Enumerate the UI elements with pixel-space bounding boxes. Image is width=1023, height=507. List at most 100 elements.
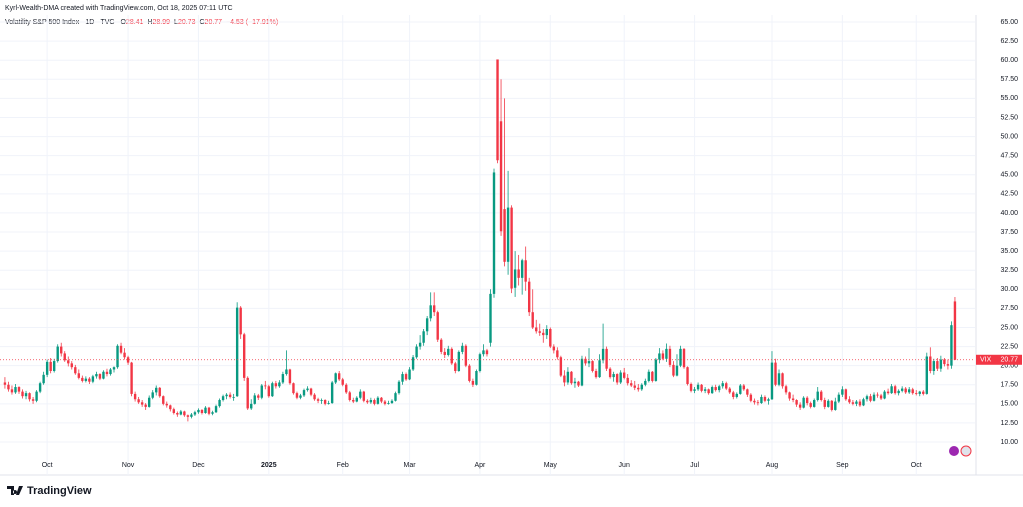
candle-body — [489, 293, 492, 343]
candle-body — [686, 367, 689, 384]
candle-body — [798, 404, 802, 408]
candle-body — [612, 374, 615, 378]
y-tick-label: 37.50 — [1000, 229, 1018, 236]
candle-body — [292, 383, 295, 394]
x-tick-label: Apr — [474, 462, 486, 469]
candle-body — [457, 351, 461, 372]
candle-body — [647, 371, 651, 381]
candle-body — [172, 409, 176, 414]
candle-body — [703, 389, 707, 391]
candle-body — [552, 346, 556, 351]
candle-body — [274, 383, 278, 387]
candle-body — [644, 380, 647, 385]
candle-body — [299, 395, 302, 398]
candle-body — [908, 389, 911, 393]
candle-body — [925, 356, 928, 394]
candle-body — [267, 386, 271, 397]
candle-body — [387, 403, 390, 404]
candle-body — [278, 382, 281, 387]
candle-body — [848, 399, 851, 403]
candle-body — [461, 345, 464, 352]
candle-body — [499, 121, 503, 232]
candle-body — [591, 361, 594, 372]
x-tick-label: Nov — [122, 462, 135, 469]
candle-body — [126, 357, 130, 363]
candle-body — [749, 394, 753, 401]
candle-body — [362, 391, 366, 401]
candle-body — [327, 403, 330, 404]
candle-body — [130, 362, 133, 394]
candle-body — [795, 400, 798, 405]
candle-body — [732, 392, 735, 397]
candle-body — [746, 389, 749, 395]
candle-body — [183, 411, 186, 416]
candles — [3, 59, 957, 422]
candle-body — [630, 383, 633, 386]
candle-body — [809, 403, 812, 407]
candle-body — [383, 401, 387, 404]
candle-body — [615, 374, 619, 383]
candle-body — [81, 377, 84, 381]
candle-body — [834, 401, 837, 410]
candle-body — [513, 269, 517, 288]
candle-body — [897, 390, 900, 394]
candle-body — [52, 361, 56, 372]
y-tick-label: 10.00 — [1000, 439, 1018, 446]
y-tick-label: 62.50 — [1000, 38, 1018, 45]
candle-body — [946, 364, 950, 366]
candle-body — [77, 373, 81, 378]
price-tag-symbol: VIX — [980, 357, 992, 364]
candle-body — [936, 361, 939, 369]
candle-body — [186, 415, 190, 417]
candle-body — [320, 400, 323, 401]
grid — [0, 15, 975, 475]
candle-body — [837, 394, 841, 402]
candle-body — [506, 207, 510, 262]
candle-body — [45, 361, 49, 375]
y-tick-label: 65.00 — [1000, 19, 1018, 26]
candle-body — [17, 387, 21, 392]
candle-body — [323, 400, 327, 404]
y-tick-label: 40.00 — [1000, 210, 1018, 217]
candle-body — [98, 374, 102, 379]
candle-body — [162, 396, 165, 404]
candle-body — [598, 360, 601, 378]
candle-body — [42, 374, 45, 384]
candle-body — [535, 327, 538, 332]
candle-body — [330, 382, 334, 404]
candle-body — [475, 371, 478, 385]
candle-body — [619, 372, 622, 383]
candle-body — [862, 399, 865, 406]
x-tick-label: Oct — [911, 462, 922, 469]
candle-body — [890, 386, 893, 394]
x-tick-label: Sep — [836, 462, 849, 469]
candle-body — [394, 393, 397, 401]
candle-body — [904, 388, 907, 393]
candle-body — [28, 393, 31, 400]
candle-body — [587, 361, 591, 364]
candle-body — [242, 334, 246, 378]
candle-body — [204, 407, 207, 414]
brand-logo: TradingView — [7, 485, 92, 497]
candle-body — [306, 388, 309, 391]
candle-body — [190, 414, 193, 417]
candle-body — [911, 389, 914, 394]
candle-body — [432, 305, 436, 313]
candle-body — [570, 371, 573, 384]
candle-body — [682, 348, 686, 368]
candle-body — [538, 331, 541, 333]
candle-body — [24, 393, 28, 397]
candle-body — [429, 305, 432, 319]
x-tick-label: Feb — [337, 462, 349, 469]
candle-body — [235, 307, 239, 397]
candle-body — [158, 387, 161, 397]
candle-body — [767, 399, 770, 401]
candle-body — [425, 318, 429, 332]
candle-body — [756, 402, 760, 404]
candle-body — [422, 331, 425, 343]
candle-body — [264, 385, 267, 387]
candle-body — [112, 367, 116, 370]
candle-body — [232, 396, 235, 398]
candle-body — [147, 397, 151, 407]
y-tick-label: 15.00 — [1000, 401, 1018, 408]
